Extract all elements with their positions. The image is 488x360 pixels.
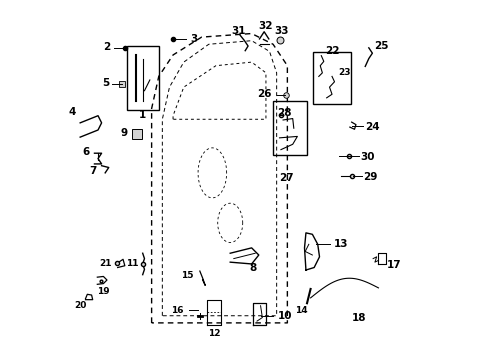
Text: 19: 19 [97,287,109,296]
Text: 1: 1 [139,111,146,120]
Text: 5: 5 [102,78,109,88]
Text: 4: 4 [68,107,76,117]
Text: 12: 12 [207,329,220,338]
Text: 7: 7 [89,166,96,176]
Text: 18: 18 [351,313,366,323]
Text: 26: 26 [256,89,271,99]
Text: 8: 8 [249,263,257,273]
Text: 16: 16 [171,306,183,315]
Text: 23: 23 [337,68,350,77]
Text: 15: 15 [181,271,193,280]
Text: 21: 21 [99,260,111,269]
Text: 10: 10 [277,311,291,321]
Text: 25: 25 [373,41,387,51]
Text: 20: 20 [74,301,86,310]
Text: 30: 30 [360,153,374,162]
Text: 3: 3 [190,34,197,44]
Text: 2: 2 [103,42,110,52]
Text: 14: 14 [294,306,306,315]
Text: 28: 28 [276,108,290,118]
Text: 13: 13 [333,239,347,249]
Text: 9: 9 [121,128,128,138]
Text: 32: 32 [258,21,272,31]
Text: 22: 22 [324,46,339,56]
Text: 33: 33 [274,26,289,36]
Text: 24: 24 [365,122,379,132]
Text: 29: 29 [363,172,377,182]
Text: 11: 11 [125,260,138,269]
Text: 31: 31 [231,26,245,36]
Text: 17: 17 [386,260,401,270]
Text: 6: 6 [82,148,89,157]
Text: 27: 27 [279,173,293,183]
